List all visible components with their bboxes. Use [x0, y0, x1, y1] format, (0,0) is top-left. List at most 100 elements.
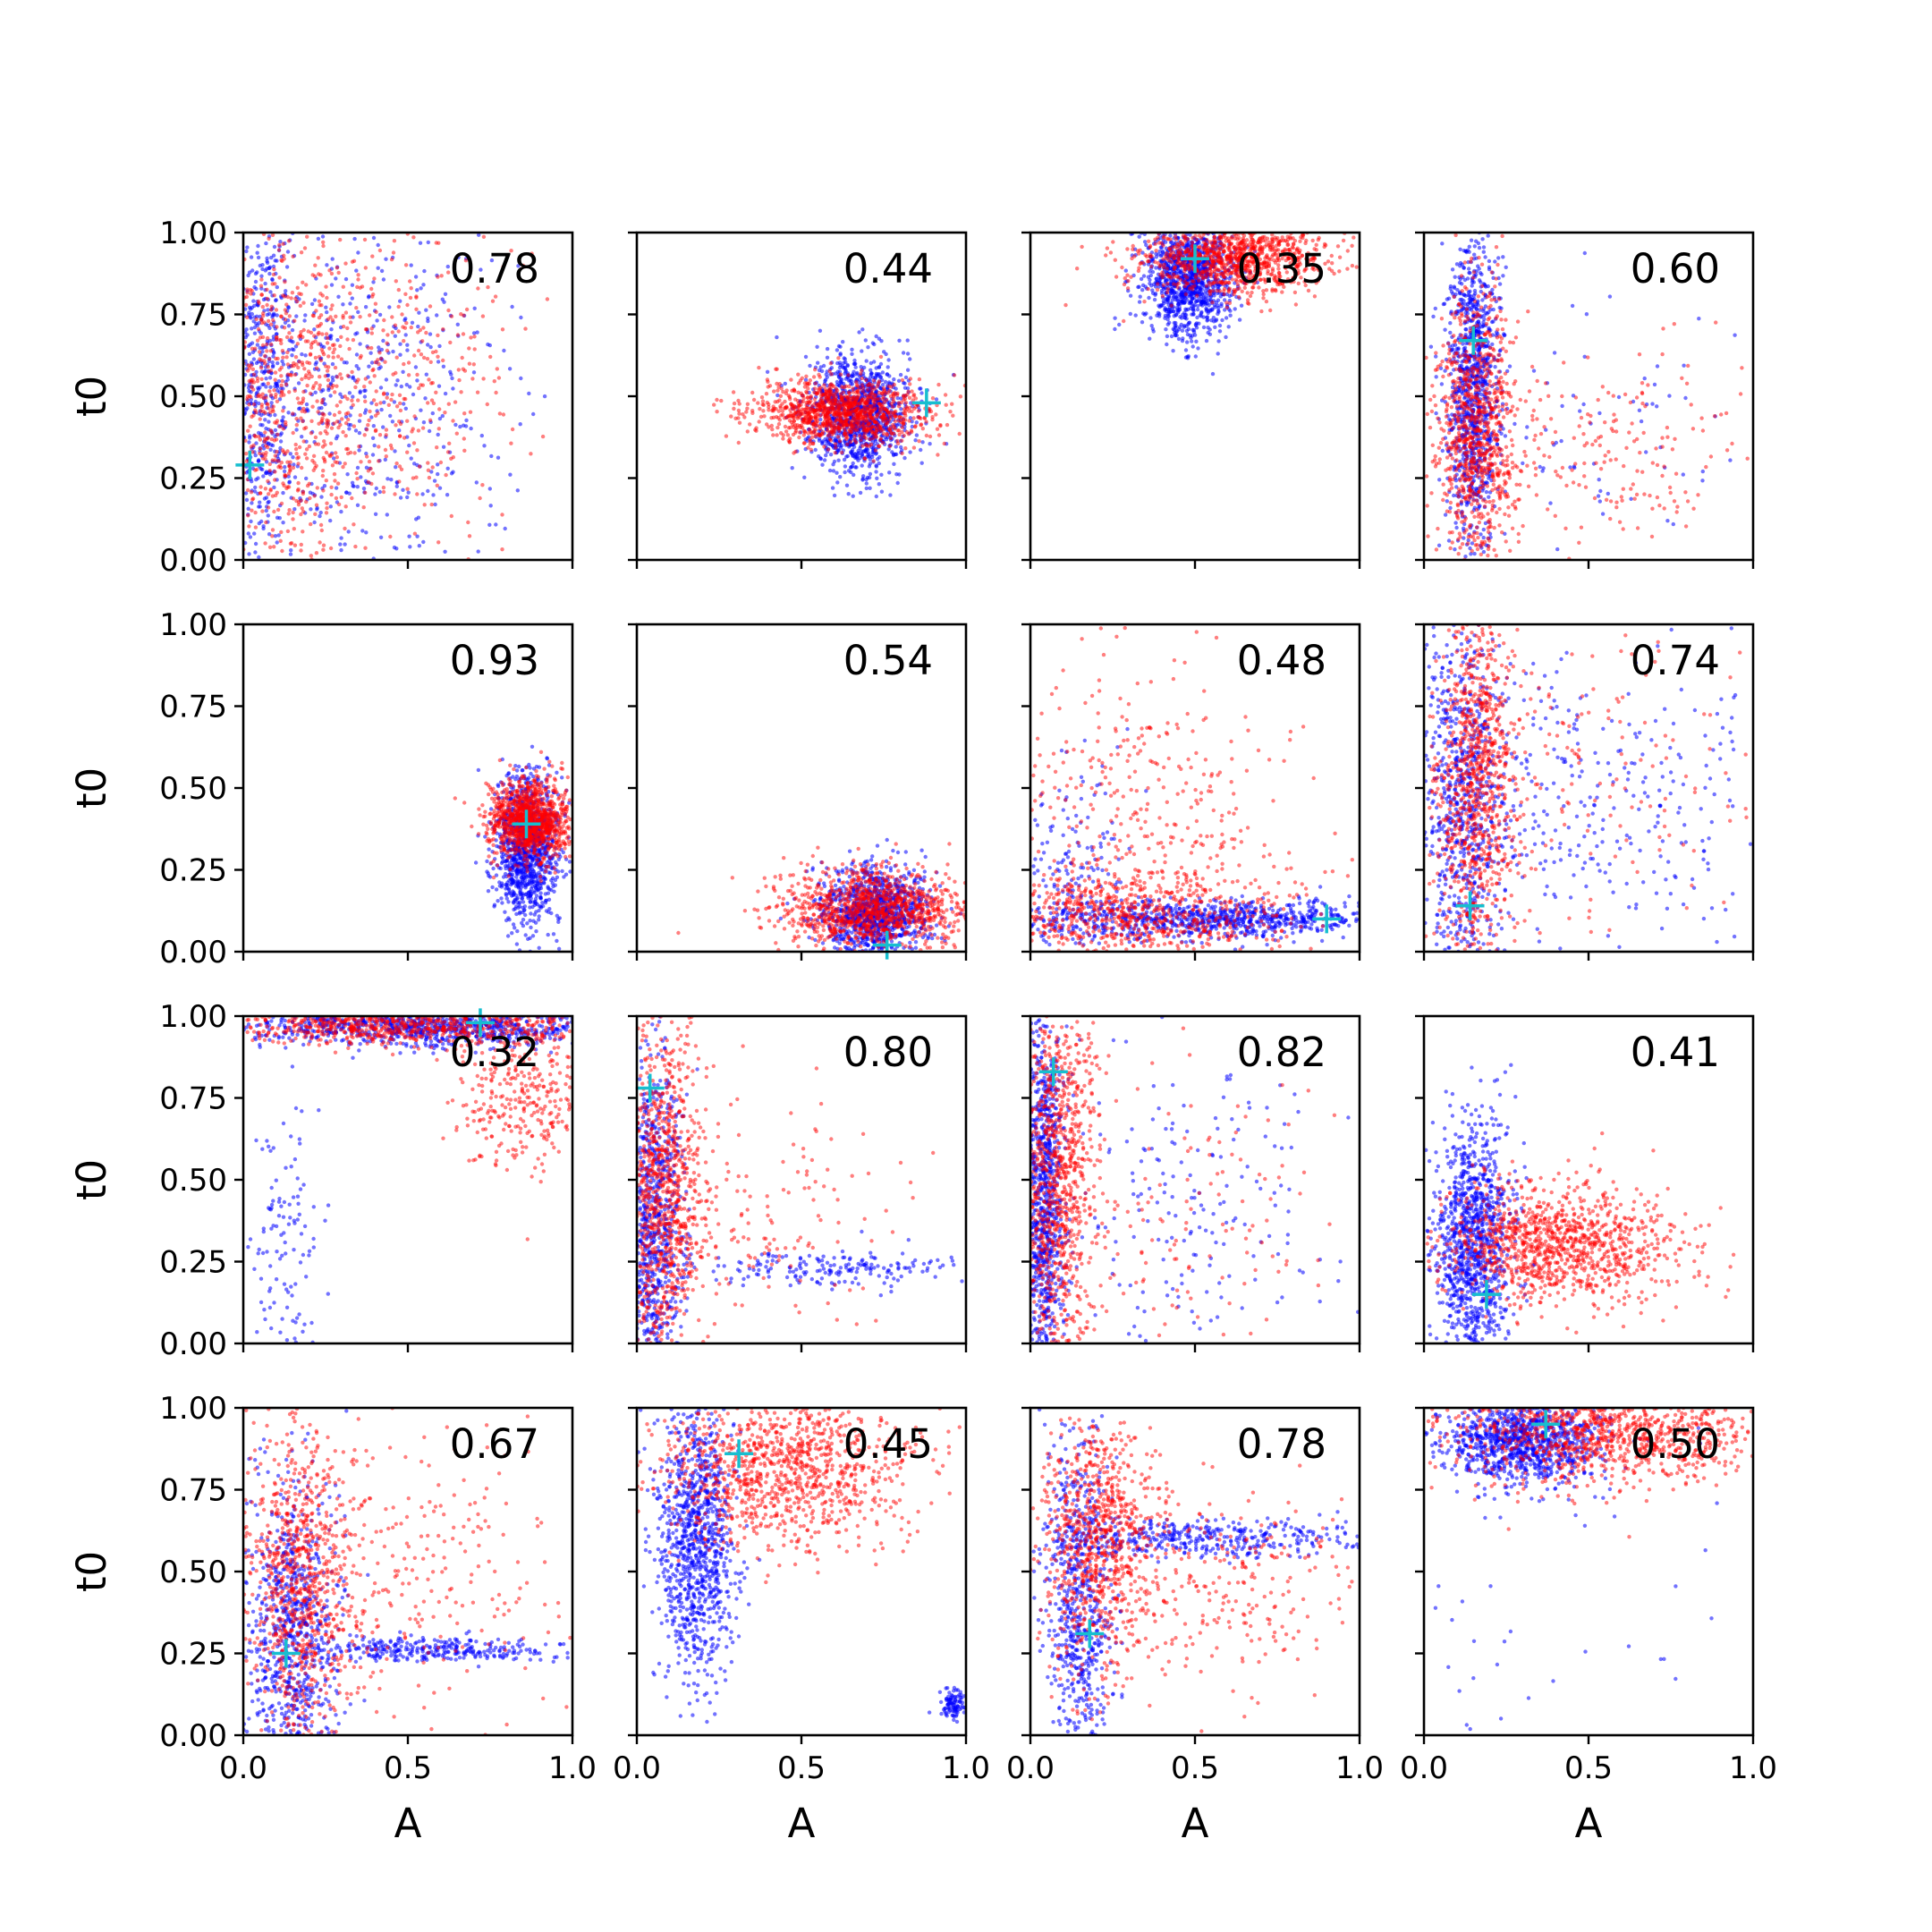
red-point — [888, 425, 894, 430]
blue-point — [1211, 316, 1216, 320]
red-point — [345, 337, 350, 342]
red-point — [877, 379, 882, 384]
red-point — [901, 421, 905, 427]
red-point — [850, 428, 854, 432]
red-point — [427, 377, 431, 382]
red-point — [333, 390, 337, 394]
blue-point — [273, 412, 277, 418]
red-point — [325, 341, 330, 345]
blue-point — [510, 304, 514, 309]
blue-point — [246, 273, 250, 278]
blue-point — [1150, 258, 1155, 262]
red-point — [806, 431, 810, 436]
red-point — [815, 419, 820, 424]
red-point — [321, 543, 326, 547]
blue-point — [245, 406, 250, 411]
blue-point — [892, 462, 896, 466]
red-point — [258, 446, 263, 451]
blue-point — [775, 335, 779, 340]
blue-point — [818, 365, 823, 369]
red-point — [784, 429, 789, 434]
red-point — [901, 394, 906, 398]
red-point — [354, 380, 360, 385]
blue-point — [421, 420, 427, 425]
blue-point — [443, 292, 448, 296]
blue-point — [393, 334, 397, 338]
blue-point — [308, 490, 313, 495]
blue-point — [1165, 307, 1170, 312]
red-point — [268, 393, 274, 397]
blue-point — [441, 445, 446, 449]
blue-point — [1205, 318, 1209, 323]
red-point — [329, 492, 334, 497]
blue-point — [841, 340, 845, 344]
blue-point — [298, 406, 302, 411]
red-point — [402, 396, 406, 402]
red-point — [319, 419, 324, 424]
red-point — [847, 384, 852, 389]
red-point — [301, 491, 306, 496]
red-point — [806, 386, 810, 391]
blue-point — [885, 372, 889, 377]
blue-point — [844, 483, 850, 487]
blue-point — [823, 436, 827, 442]
red-point — [285, 362, 291, 367]
blue-point — [275, 258, 279, 263]
red-point — [436, 275, 440, 279]
red-point — [316, 410, 320, 414]
blue-point — [320, 234, 326, 239]
blue-point — [394, 484, 399, 488]
red-point — [843, 412, 848, 417]
red-point — [249, 445, 254, 449]
blue-point — [1158, 254, 1164, 258]
red-point — [307, 444, 312, 449]
red-point — [509, 441, 513, 445]
red-point — [317, 354, 322, 360]
blue-point — [838, 379, 843, 384]
blue-point — [843, 470, 847, 475]
blue-point — [838, 475, 843, 479]
red-point — [779, 413, 784, 418]
red-point — [286, 239, 292, 243]
red-point — [415, 492, 419, 496]
red-point — [292, 363, 296, 369]
blue-point — [903, 375, 909, 380]
blue-point — [275, 284, 279, 290]
blue-point — [285, 377, 290, 382]
blue-point — [1174, 297, 1178, 302]
red-point — [301, 301, 306, 305]
red-point — [260, 392, 265, 396]
blue-point — [276, 379, 282, 384]
red-point — [306, 329, 310, 334]
red-point — [367, 418, 371, 423]
red-point — [359, 460, 363, 464]
red-point — [314, 551, 319, 555]
red-point — [266, 505, 271, 510]
red-point — [319, 303, 324, 308]
blue-point — [287, 479, 292, 484]
blue-point — [1171, 278, 1176, 284]
blue-point — [369, 351, 373, 355]
red-point — [889, 431, 894, 436]
blue-point — [855, 370, 860, 376]
red-point — [301, 530, 305, 534]
blue-point — [246, 531, 250, 536]
red-point — [343, 434, 348, 438]
blue-point — [267, 311, 272, 317]
blue-point — [354, 268, 359, 273]
red-point — [900, 438, 904, 443]
red-point — [783, 405, 787, 411]
red-point — [831, 394, 835, 398]
red-point — [250, 346, 255, 351]
red-point — [880, 391, 885, 395]
red-point — [345, 396, 350, 402]
blue-point — [264, 470, 269, 476]
blue-point — [426, 240, 430, 245]
red-point — [775, 399, 780, 404]
red-point — [724, 434, 729, 438]
blue-point — [864, 486, 869, 491]
blue-point — [309, 301, 315, 307]
blue-point — [471, 331, 477, 335]
blue-point — [267, 419, 271, 424]
red-point — [900, 429, 904, 435]
